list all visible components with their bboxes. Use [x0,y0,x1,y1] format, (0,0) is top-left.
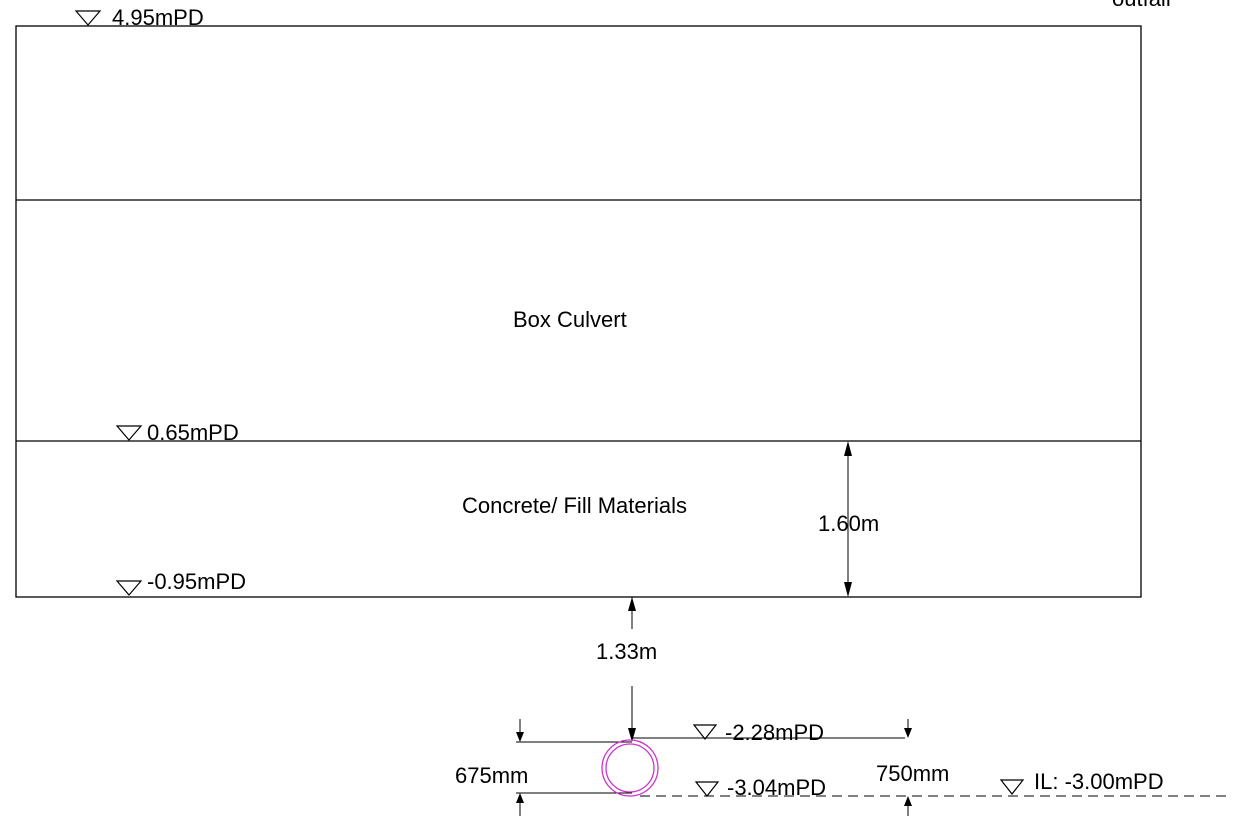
level-marker-icon [115,580,143,596]
pipe-inner-circle [605,743,655,793]
level-marker-icon [999,779,1025,795]
fill-label: Concrete/ Fill Materials [462,493,687,518]
pipe-dia-right-label: 750mm [876,761,949,786]
level-marker-icon [115,425,143,441]
level-pipe-top-label: -2.28mPD [725,720,824,745]
structure-outline [15,25,1142,598]
level-marker-icon [694,781,720,797]
il-label: IL: -3.00mPD [1034,769,1164,794]
arrow-down-icon [516,732,524,742]
pipe-dia-left-label: 675mm [455,763,528,788]
arrow-up-icon [628,597,636,611]
arrow-up-icon [516,793,524,803]
pipe-outer-circle [601,739,659,797]
level-fill-base-label: -0.95mPD [147,569,246,594]
level-marker-icon [74,10,102,26]
outfall-label-partial: outfall [1112,0,1171,11]
box-culvert-label: Box Culvert [513,307,627,332]
cover-to-pipe-label: 1.33m [596,639,657,664]
fill-thickness-label: 1.60m [818,511,879,536]
level-culvert-base-label: 0.65mPD [147,420,239,445]
level-marker-icon [692,724,718,740]
arrow-up-icon [904,796,912,806]
arrow-up-icon [844,441,852,456]
level-pipe-invert-label: -3.04mPD [727,775,826,800]
arrow-down-icon [904,728,912,738]
arrow-down-icon [844,582,852,597]
arrow-down-icon [628,728,636,742]
